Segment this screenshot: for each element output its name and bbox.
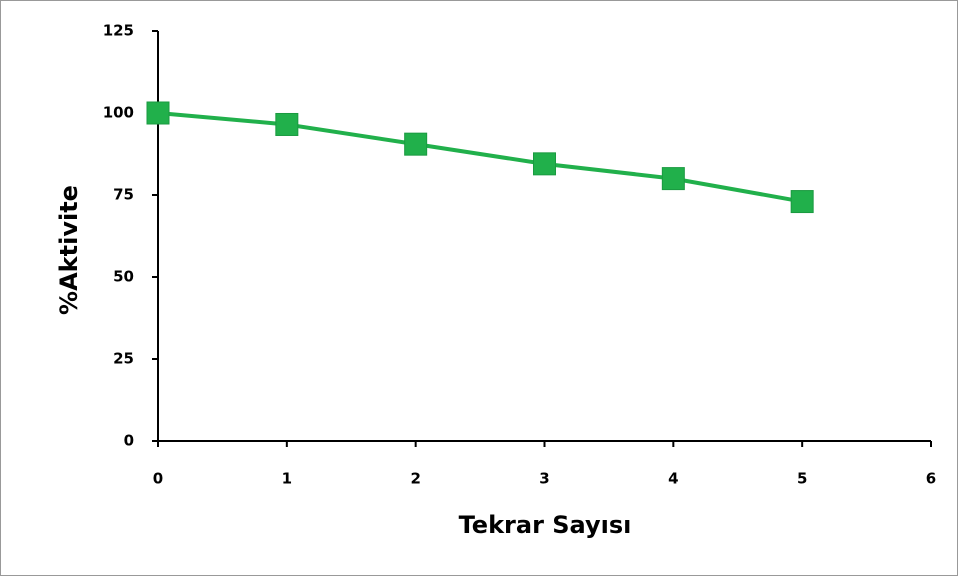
series-line (157, 111, 803, 204)
x-tick-label: 4 (668, 470, 678, 488)
y-tick-label: 0 (124, 432, 134, 450)
x-tick-label: 2 (410, 470, 420, 488)
marker (661, 167, 685, 191)
x-tick-label: 6 (926, 470, 936, 488)
x-tick-label: 1 (282, 470, 292, 488)
y-tick-label: 50 (113, 268, 134, 286)
x-tick-label: 3 (539, 470, 549, 488)
y-tick-label: 100 (103, 104, 134, 122)
y-tick-label: 125 (103, 22, 134, 40)
y-tick-label: 75 (113, 186, 134, 204)
x-axis-title: Tekrar Sayısı (459, 511, 632, 539)
marker (146, 101, 170, 125)
x-tick-label: 0 (153, 470, 163, 488)
marker (404, 132, 428, 156)
y-tick-label: 25 (113, 350, 134, 368)
marker (275, 112, 299, 136)
marker (790, 190, 814, 214)
x-tick-label: 5 (797, 470, 807, 488)
marker (533, 152, 556, 176)
y-axis-title: %Aktivite (55, 185, 83, 315)
